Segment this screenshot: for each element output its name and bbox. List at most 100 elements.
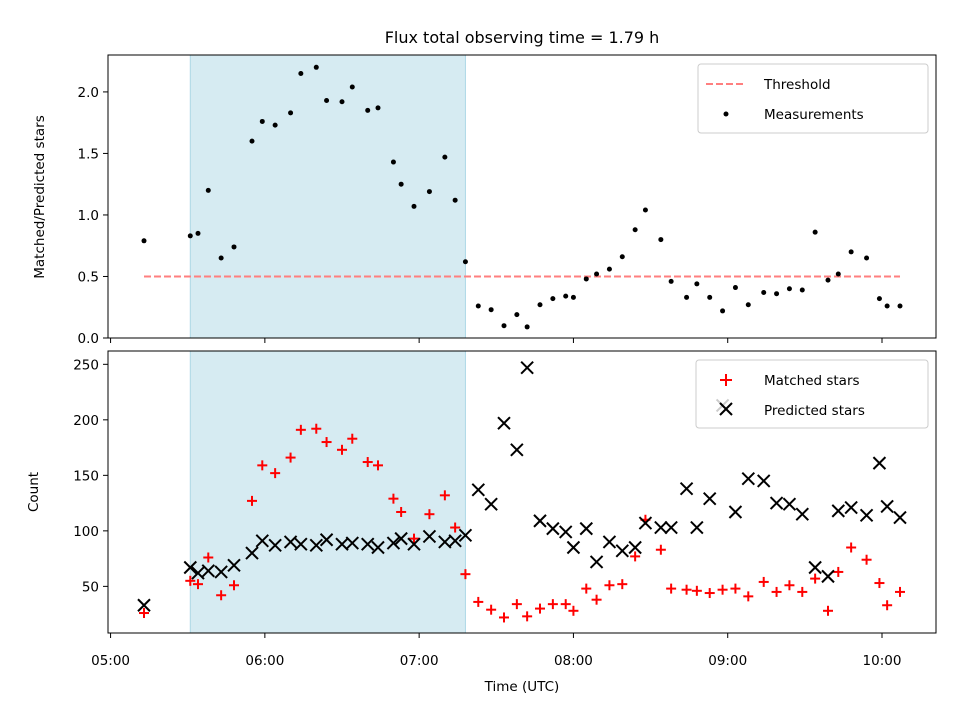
predicted-star-point <box>566 540 581 555</box>
predicted-star-point <box>579 521 593 536</box>
measurement-point <box>411 203 417 209</box>
predicted-star-point <box>703 491 717 506</box>
measurement-point <box>720 308 726 314</box>
matched-star-point <box>270 468 281 479</box>
measurement-point <box>684 294 690 300</box>
legend-matched-swatch <box>720 374 732 386</box>
predicted-star-point <box>589 555 604 569</box>
matched-star-point <box>347 433 358 444</box>
measurement-point <box>583 276 589 282</box>
measurement-point <box>835 271 841 277</box>
count-observing-window-shade <box>189 350 466 634</box>
measurement-point <box>501 323 507 329</box>
predicted-star-point <box>294 537 308 551</box>
matched-star-point <box>547 599 558 610</box>
predicted-star-point <box>831 504 845 518</box>
matched-star-point <box>396 506 407 517</box>
matched-star-point <box>604 580 615 591</box>
matched-star-point <box>691 585 702 596</box>
ratio-y-tick-label: 0.5 <box>78 269 99 285</box>
count-axes-frame <box>107 350 937 634</box>
matched-star-point <box>257 460 268 471</box>
count-x-ticks: 05:00 06:00 07:00 08:00 09:00 10:00 <box>91 633 901 669</box>
predicted-star-point <box>214 565 228 579</box>
measurement-point <box>205 187 211 193</box>
measurement-point <box>594 271 600 277</box>
matched-star-point <box>193 579 203 590</box>
measurement-point <box>606 266 612 272</box>
predicted-star-point <box>679 481 694 496</box>
predicted-star-point <box>546 521 560 536</box>
count-x-tick-label: 06:00 <box>245 653 284 669</box>
count-x-tick-label: 08:00 <box>554 653 593 669</box>
matched-star-point <box>321 437 332 448</box>
legend-measurements-swatch <box>723 111 729 117</box>
matched-star-point <box>730 583 741 594</box>
predicted-star-point <box>255 534 269 548</box>
ratio-legend-box <box>697 63 929 134</box>
matched-star-point <box>229 580 239 591</box>
shaded-span <box>189 350 466 634</box>
predicted-star-point <box>497 416 511 430</box>
matched-star-point <box>666 583 677 594</box>
count-x-tick-label: 05:00 <box>91 653 130 669</box>
predicted-star-point <box>471 483 485 497</box>
matched-star-point <box>285 452 296 463</box>
predicted-star-point <box>407 537 421 551</box>
measurement-point <box>442 154 448 160</box>
ratio-y-tick-label: 1.5 <box>78 146 99 162</box>
count-x-tick-label: 09:00 <box>708 653 747 669</box>
matched-star-point <box>216 590 227 601</box>
count-legend: Matched stars Predicted stars <box>695 359 929 429</box>
measurement-point <box>218 255 224 261</box>
matched-star-point <box>247 495 257 506</box>
ratio-x-ticks <box>110 338 883 343</box>
matched-star-point <box>295 424 306 435</box>
measurements-series <box>141 64 903 330</box>
predicted-star-point <box>844 500 858 515</box>
matched-star-point <box>581 583 592 594</box>
predicted-star-point <box>422 529 437 544</box>
matched-star-point <box>810 573 821 584</box>
predicted-star-point <box>458 528 473 543</box>
count-y-axis-label: Count <box>26 472 42 512</box>
measurement-point <box>876 296 882 302</box>
count-y-tick-label: 150 <box>73 468 99 484</box>
matched-star-point <box>655 544 666 555</box>
matched-star-point <box>337 444 347 455</box>
ratio-y-axis-label: Matched/Predicted stars <box>32 115 48 278</box>
predicted-star-point <box>654 520 668 535</box>
matched-star-point <box>460 569 471 580</box>
ratio-axes-frame <box>107 54 937 339</box>
matched-star-point <box>424 509 435 520</box>
matched-star-point <box>139 608 149 619</box>
matched-star-point <box>185 575 196 586</box>
count-y-ticks: 50 100 150 200 250 <box>73 357 108 595</box>
measurement-point <box>231 244 237 250</box>
matched-star-point <box>568 605 579 616</box>
predicted-star-point <box>615 544 629 558</box>
predicted-star-point <box>690 520 704 535</box>
predicted-star-point <box>448 534 462 548</box>
measurement-point <box>799 287 805 293</box>
matched-star-point <box>882 600 893 611</box>
predicted-star-point <box>183 560 197 575</box>
measurement-point <box>786 286 792 292</box>
measurement-point <box>774 291 780 297</box>
matched-star-point <box>511 599 522 610</box>
measurement-point <box>398 181 404 187</box>
measurement-point <box>272 122 278 128</box>
measurement-point <box>668 278 674 284</box>
predicted-star-point <box>510 443 524 457</box>
predicted-star-point <box>245 546 259 560</box>
measurement-point <box>298 70 304 76</box>
matched-star-point <box>743 591 754 602</box>
matched-star-point <box>388 493 399 504</box>
measurement-point <box>642 207 648 213</box>
predicted-star-point <box>628 540 642 555</box>
count-x-tick-label: 10:00 <box>863 653 902 669</box>
predicted-star-point <box>309 538 323 552</box>
matched-star-point <box>717 584 728 595</box>
count-y-tick-label: 100 <box>73 524 99 540</box>
